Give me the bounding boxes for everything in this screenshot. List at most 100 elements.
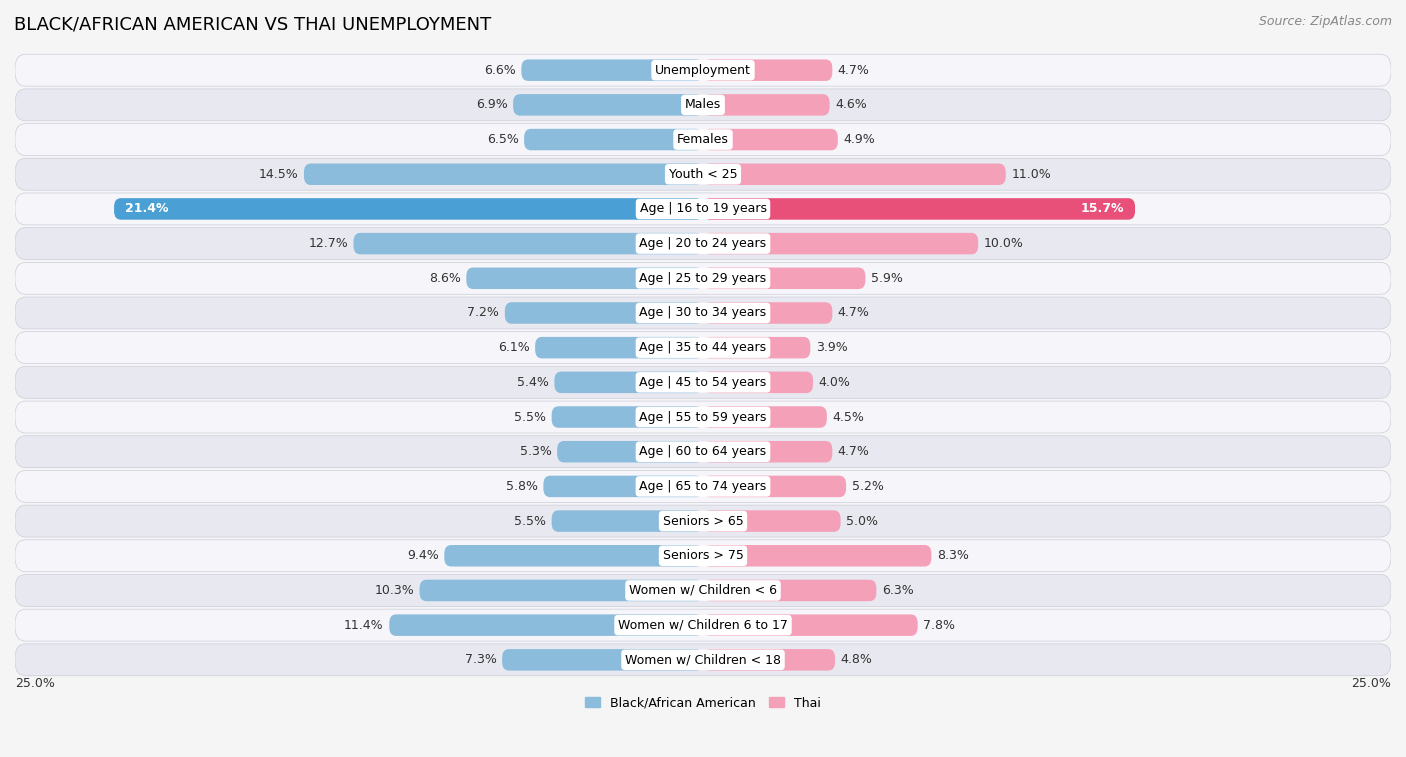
Text: Women w/ Children < 6: Women w/ Children < 6 (628, 584, 778, 597)
Text: 21.4%: 21.4% (125, 202, 169, 216)
FancyBboxPatch shape (703, 337, 810, 358)
Text: 4.7%: 4.7% (838, 445, 870, 458)
FancyBboxPatch shape (15, 609, 1391, 641)
FancyBboxPatch shape (703, 164, 1005, 185)
FancyBboxPatch shape (524, 129, 703, 151)
Text: 25.0%: 25.0% (1351, 678, 1391, 690)
Text: 8.3%: 8.3% (936, 550, 969, 562)
Text: Age | 20 to 24 years: Age | 20 to 24 years (640, 237, 766, 250)
Text: Seniors > 75: Seniors > 75 (662, 550, 744, 562)
Text: BLACK/AFRICAN AMERICAN VS THAI UNEMPLOYMENT: BLACK/AFRICAN AMERICAN VS THAI UNEMPLOYM… (14, 15, 491, 33)
FancyBboxPatch shape (505, 302, 703, 324)
Text: 10.0%: 10.0% (984, 237, 1024, 250)
Text: Age | 65 to 74 years: Age | 65 to 74 years (640, 480, 766, 493)
FancyBboxPatch shape (15, 644, 1391, 676)
Text: 5.2%: 5.2% (852, 480, 883, 493)
FancyBboxPatch shape (703, 267, 865, 289)
Text: 6.9%: 6.9% (475, 98, 508, 111)
FancyBboxPatch shape (703, 372, 813, 393)
Text: 4.8%: 4.8% (841, 653, 873, 666)
FancyBboxPatch shape (703, 94, 830, 116)
Text: Source: ZipAtlas.com: Source: ZipAtlas.com (1258, 15, 1392, 28)
FancyBboxPatch shape (15, 193, 1391, 225)
FancyBboxPatch shape (419, 580, 703, 601)
Text: Women w/ Children 6 to 17: Women w/ Children 6 to 17 (619, 618, 787, 631)
Text: 7.8%: 7.8% (924, 618, 955, 631)
Text: 4.0%: 4.0% (818, 376, 851, 389)
FancyBboxPatch shape (114, 198, 703, 220)
Text: Age | 45 to 54 years: Age | 45 to 54 years (640, 376, 766, 389)
Text: 5.8%: 5.8% (506, 480, 538, 493)
Text: 5.0%: 5.0% (846, 515, 879, 528)
Text: Males: Males (685, 98, 721, 111)
FancyBboxPatch shape (15, 575, 1391, 606)
Text: 5.9%: 5.9% (870, 272, 903, 285)
FancyBboxPatch shape (353, 233, 703, 254)
FancyBboxPatch shape (15, 505, 1391, 537)
FancyBboxPatch shape (389, 615, 703, 636)
FancyBboxPatch shape (15, 228, 1391, 260)
FancyBboxPatch shape (15, 366, 1391, 398)
FancyBboxPatch shape (15, 158, 1391, 190)
FancyBboxPatch shape (703, 580, 876, 601)
FancyBboxPatch shape (554, 372, 703, 393)
FancyBboxPatch shape (543, 475, 703, 497)
Legend: Black/African American, Thai: Black/African American, Thai (581, 692, 825, 715)
FancyBboxPatch shape (304, 164, 703, 185)
Text: Women w/ Children < 18: Women w/ Children < 18 (626, 653, 780, 666)
FancyBboxPatch shape (444, 545, 703, 566)
Text: 5.5%: 5.5% (515, 410, 546, 423)
FancyBboxPatch shape (703, 545, 931, 566)
Text: 4.9%: 4.9% (844, 133, 875, 146)
Text: 10.3%: 10.3% (374, 584, 413, 597)
FancyBboxPatch shape (15, 89, 1391, 121)
FancyBboxPatch shape (15, 297, 1391, 329)
Text: Age | 25 to 29 years: Age | 25 to 29 years (640, 272, 766, 285)
Text: Females: Females (678, 133, 728, 146)
Text: 4.7%: 4.7% (838, 307, 870, 319)
Text: 5.5%: 5.5% (515, 515, 546, 528)
FancyBboxPatch shape (703, 441, 832, 463)
Text: Seniors > 65: Seniors > 65 (662, 515, 744, 528)
Text: 5.3%: 5.3% (520, 445, 551, 458)
Text: 7.3%: 7.3% (465, 653, 496, 666)
Text: Age | 30 to 34 years: Age | 30 to 34 years (640, 307, 766, 319)
FancyBboxPatch shape (467, 267, 703, 289)
FancyBboxPatch shape (703, 510, 841, 532)
FancyBboxPatch shape (536, 337, 703, 358)
FancyBboxPatch shape (15, 470, 1391, 503)
FancyBboxPatch shape (703, 233, 979, 254)
FancyBboxPatch shape (15, 123, 1391, 155)
FancyBboxPatch shape (551, 510, 703, 532)
FancyBboxPatch shape (15, 55, 1391, 86)
Text: 8.6%: 8.6% (429, 272, 461, 285)
FancyBboxPatch shape (703, 615, 918, 636)
Text: 9.4%: 9.4% (408, 550, 439, 562)
Text: 4.5%: 4.5% (832, 410, 865, 423)
Text: 6.1%: 6.1% (498, 341, 530, 354)
FancyBboxPatch shape (703, 475, 846, 497)
FancyBboxPatch shape (703, 129, 838, 151)
Text: Youth < 25: Youth < 25 (669, 168, 737, 181)
FancyBboxPatch shape (703, 198, 1135, 220)
Text: 14.5%: 14.5% (259, 168, 298, 181)
Text: 11.4%: 11.4% (344, 618, 384, 631)
FancyBboxPatch shape (551, 407, 703, 428)
Text: 3.9%: 3.9% (815, 341, 848, 354)
FancyBboxPatch shape (513, 94, 703, 116)
FancyBboxPatch shape (15, 263, 1391, 294)
FancyBboxPatch shape (703, 302, 832, 324)
Text: Unemployment: Unemployment (655, 64, 751, 76)
Text: 15.7%: 15.7% (1081, 202, 1123, 216)
FancyBboxPatch shape (703, 649, 835, 671)
FancyBboxPatch shape (15, 540, 1391, 572)
FancyBboxPatch shape (15, 332, 1391, 363)
Text: 6.6%: 6.6% (484, 64, 516, 76)
FancyBboxPatch shape (502, 649, 703, 671)
Text: Age | 55 to 59 years: Age | 55 to 59 years (640, 410, 766, 423)
Text: 4.7%: 4.7% (838, 64, 870, 76)
Text: Age | 16 to 19 years: Age | 16 to 19 years (640, 202, 766, 216)
Text: Age | 60 to 64 years: Age | 60 to 64 years (640, 445, 766, 458)
Text: 12.7%: 12.7% (308, 237, 349, 250)
FancyBboxPatch shape (557, 441, 703, 463)
